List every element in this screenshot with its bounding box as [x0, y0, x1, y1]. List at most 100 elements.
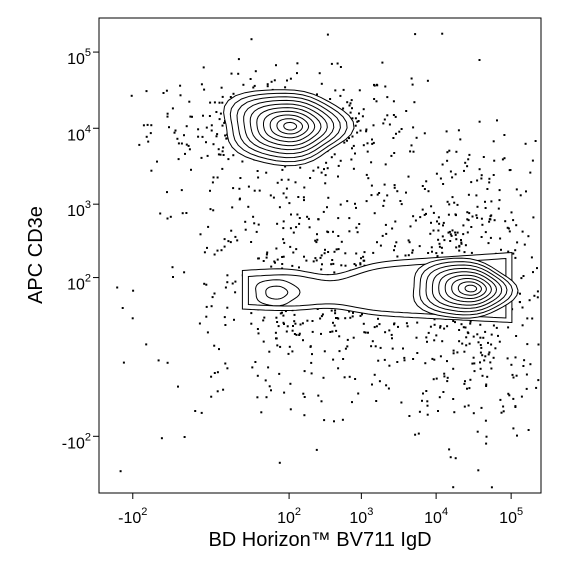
- event-dot: [469, 378, 472, 381]
- event-dot: [316, 93, 318, 96]
- event-dot: [481, 374, 484, 377]
- event-dot: [507, 392, 510, 395]
- event-dot: [492, 356, 495, 359]
- event-dot: [321, 263, 323, 266]
- event-dot: [437, 216, 440, 219]
- event-dot: [160, 437, 163, 440]
- event-dot: [211, 181, 214, 184]
- event-dot: [392, 100, 395, 103]
- event-dot: [519, 292, 521, 295]
- event-dot: [508, 394, 511, 397]
- event-dot: [390, 154, 393, 157]
- event-dot: [455, 150, 458, 153]
- event-dot: [348, 375, 351, 378]
- event-dot: [265, 396, 268, 399]
- event-dot: [528, 299, 531, 302]
- event-dot: [238, 187, 241, 190]
- event-dot: [426, 340, 428, 343]
- event-dot: [339, 159, 342, 162]
- event-dot: [467, 404, 470, 407]
- event-dot: [504, 220, 507, 223]
- event-dot: [305, 259, 308, 262]
- event-dot: [311, 353, 313, 356]
- event-dot: [340, 264, 343, 267]
- event-dot: [435, 172, 438, 175]
- event-dot: [396, 190, 399, 193]
- event-dot: [286, 79, 288, 82]
- event-dot: [244, 228, 247, 231]
- event-dot: [372, 251, 375, 254]
- event-dot: [414, 219, 417, 222]
- event-dot: [275, 247, 278, 250]
- event-dot: [220, 249, 223, 252]
- event-dot: [232, 92, 235, 95]
- event-dot: [292, 231, 295, 234]
- event-dot: [287, 178, 290, 181]
- event-dot: [293, 320, 296, 323]
- event-dot: [453, 201, 456, 204]
- event-dot: [276, 258, 279, 261]
- event-dot: [407, 254, 410, 257]
- event-dot: [490, 214, 493, 217]
- event-dot: [446, 200, 449, 203]
- event-dot: [269, 194, 272, 197]
- event-dot: [391, 337, 393, 340]
- event-dot: [360, 257, 362, 260]
- event-dot: [537, 343, 540, 346]
- event-dot: [354, 117, 357, 120]
- event-dot: [530, 256, 533, 259]
- event-dot: [357, 120, 360, 122]
- event-dot: [292, 325, 294, 327]
- event-dot: [303, 414, 306, 417]
- event-dot: [383, 358, 386, 361]
- event-dot: [130, 94, 133, 97]
- event-dot: [460, 242, 463, 245]
- event-dot: [213, 344, 216, 347]
- event-dot: [311, 330, 314, 333]
- event-dot: [446, 380, 449, 383]
- event-dot: [382, 204, 385, 207]
- event-dot: [337, 248, 340, 251]
- event-dot: [278, 461, 281, 464]
- event-dot: [529, 363, 532, 366]
- event-dot: [416, 352, 419, 354]
- event-dot: [484, 231, 487, 234]
- event-dot: [512, 376, 515, 379]
- event-dot: [479, 361, 481, 364]
- event-dot: [197, 135, 200, 138]
- event-dot: [371, 142, 374, 145]
- event-dot: [439, 325, 442, 328]
- event-dot: [501, 158, 504, 161]
- event-dot: [331, 330, 334, 333]
- event-dot: [393, 323, 395, 326]
- event-dot: [414, 433, 417, 436]
- event-dot: [298, 332, 301, 335]
- event-dot: [265, 253, 268, 256]
- event-dot: [441, 235, 444, 238]
- event-dot: [265, 171, 268, 174]
- event-dot: [426, 413, 429, 416]
- event-dot: [484, 419, 487, 422]
- event-dot: [177, 142, 180, 145]
- event-dot: [327, 196, 330, 199]
- event-dot: [354, 124, 357, 127]
- event-dot: [394, 115, 397, 118]
- event-dot: [223, 316, 226, 319]
- event-dot: [329, 331, 332, 333]
- event-dot: [381, 234, 384, 237]
- event-dot: [324, 248, 326, 251]
- event-dot: [279, 345, 282, 348]
- event-dot: [409, 150, 412, 153]
- event-dot: [281, 256, 284, 258]
- event-dot: [519, 301, 521, 304]
- event-dot: [222, 146, 225, 149]
- event-dot: [210, 124, 213, 127]
- event-dot: [339, 203, 342, 206]
- y-tick-exponent: 2: [85, 273, 91, 285]
- event-dot: [490, 343, 493, 346]
- event-dot: [296, 72, 298, 75]
- event-dot: [450, 234, 453, 237]
- event-dot: [230, 72, 233, 75]
- event-dot: [372, 124, 375, 127]
- event-dot: [171, 266, 174, 269]
